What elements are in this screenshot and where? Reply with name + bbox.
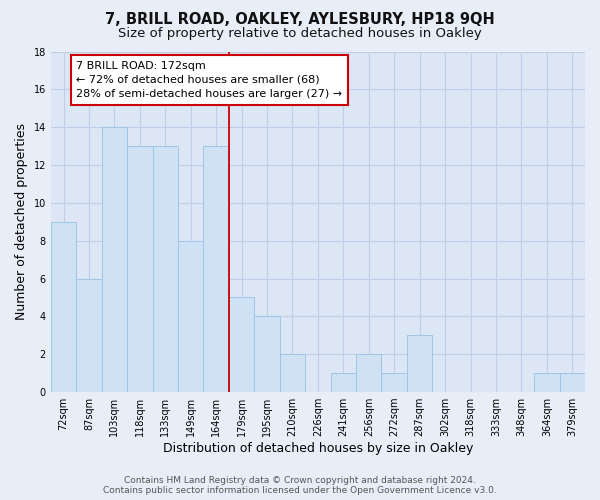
Bar <box>127 146 152 392</box>
Bar <box>356 354 382 392</box>
Bar <box>534 373 560 392</box>
Bar <box>407 336 433 392</box>
Bar <box>101 127 127 392</box>
Bar <box>560 373 585 392</box>
Bar <box>331 373 356 392</box>
Text: Contains HM Land Registry data © Crown copyright and database right 2024.: Contains HM Land Registry data © Crown c… <box>124 476 476 485</box>
Bar <box>254 316 280 392</box>
Bar <box>76 278 101 392</box>
Y-axis label: Number of detached properties: Number of detached properties <box>15 124 28 320</box>
Text: 7 BRILL ROAD: 172sqm
← 72% of detached houses are smaller (68)
28% of semi-detac: 7 BRILL ROAD: 172sqm ← 72% of detached h… <box>76 61 343 99</box>
Bar <box>203 146 229 392</box>
Text: 7, BRILL ROAD, OAKLEY, AYLESBURY, HP18 9QH: 7, BRILL ROAD, OAKLEY, AYLESBURY, HP18 9… <box>105 12 495 28</box>
Bar <box>178 240 203 392</box>
Bar <box>229 298 254 392</box>
Bar <box>51 222 76 392</box>
Text: Size of property relative to detached houses in Oakley: Size of property relative to detached ho… <box>118 28 482 40</box>
Bar <box>382 373 407 392</box>
Text: Contains public sector information licensed under the Open Government Licence v3: Contains public sector information licen… <box>103 486 497 495</box>
X-axis label: Distribution of detached houses by size in Oakley: Distribution of detached houses by size … <box>163 442 473 455</box>
Bar <box>152 146 178 392</box>
Bar <box>280 354 305 392</box>
